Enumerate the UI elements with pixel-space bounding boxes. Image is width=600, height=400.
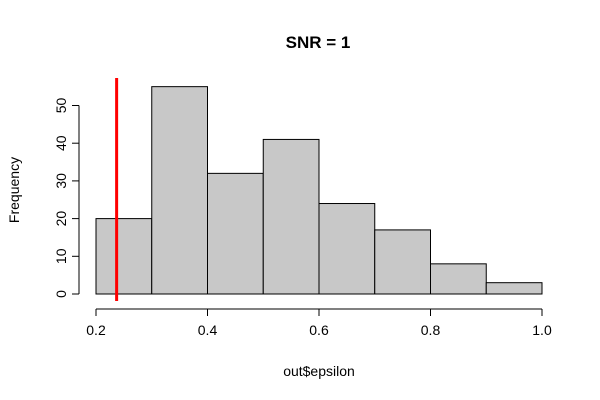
y-tick-label: 10 [53,248,69,264]
y-tick-label: 50 [53,98,69,114]
histogram-bar [430,263,487,295]
y-tick-label: 30 [53,173,69,189]
histogram-bar [485,282,543,295]
x-tick-label: 1.0 [532,322,552,338]
y-tick-label: 20 [53,211,69,227]
histogram-bar [95,218,153,295]
x-axis: 0.2 0.4 0.6 0.8 1.0 [86,308,552,338]
bars-group [95,86,543,295]
x-tick-label: 0.8 [421,322,441,338]
histogram-bar [374,229,431,295]
x-axis-label: out$epsilon [283,363,355,379]
histogram-bar [151,86,208,295]
x-tick-label: 0.4 [198,322,218,338]
y-tick-label: 40 [53,135,69,151]
histogram-bar [318,203,376,295]
x-tick-label: 0.2 [86,322,106,338]
y-axis: 0 10 20 30 40 50 [53,98,80,298]
x-tick-label: 0.6 [309,322,329,338]
histogram-bar [262,138,320,295]
y-axis-label: Frequency [6,157,22,223]
histogram-bar [207,172,264,295]
chart-title: SNR = 1 [286,33,351,52]
y-tick-label: 0 [53,290,69,298]
